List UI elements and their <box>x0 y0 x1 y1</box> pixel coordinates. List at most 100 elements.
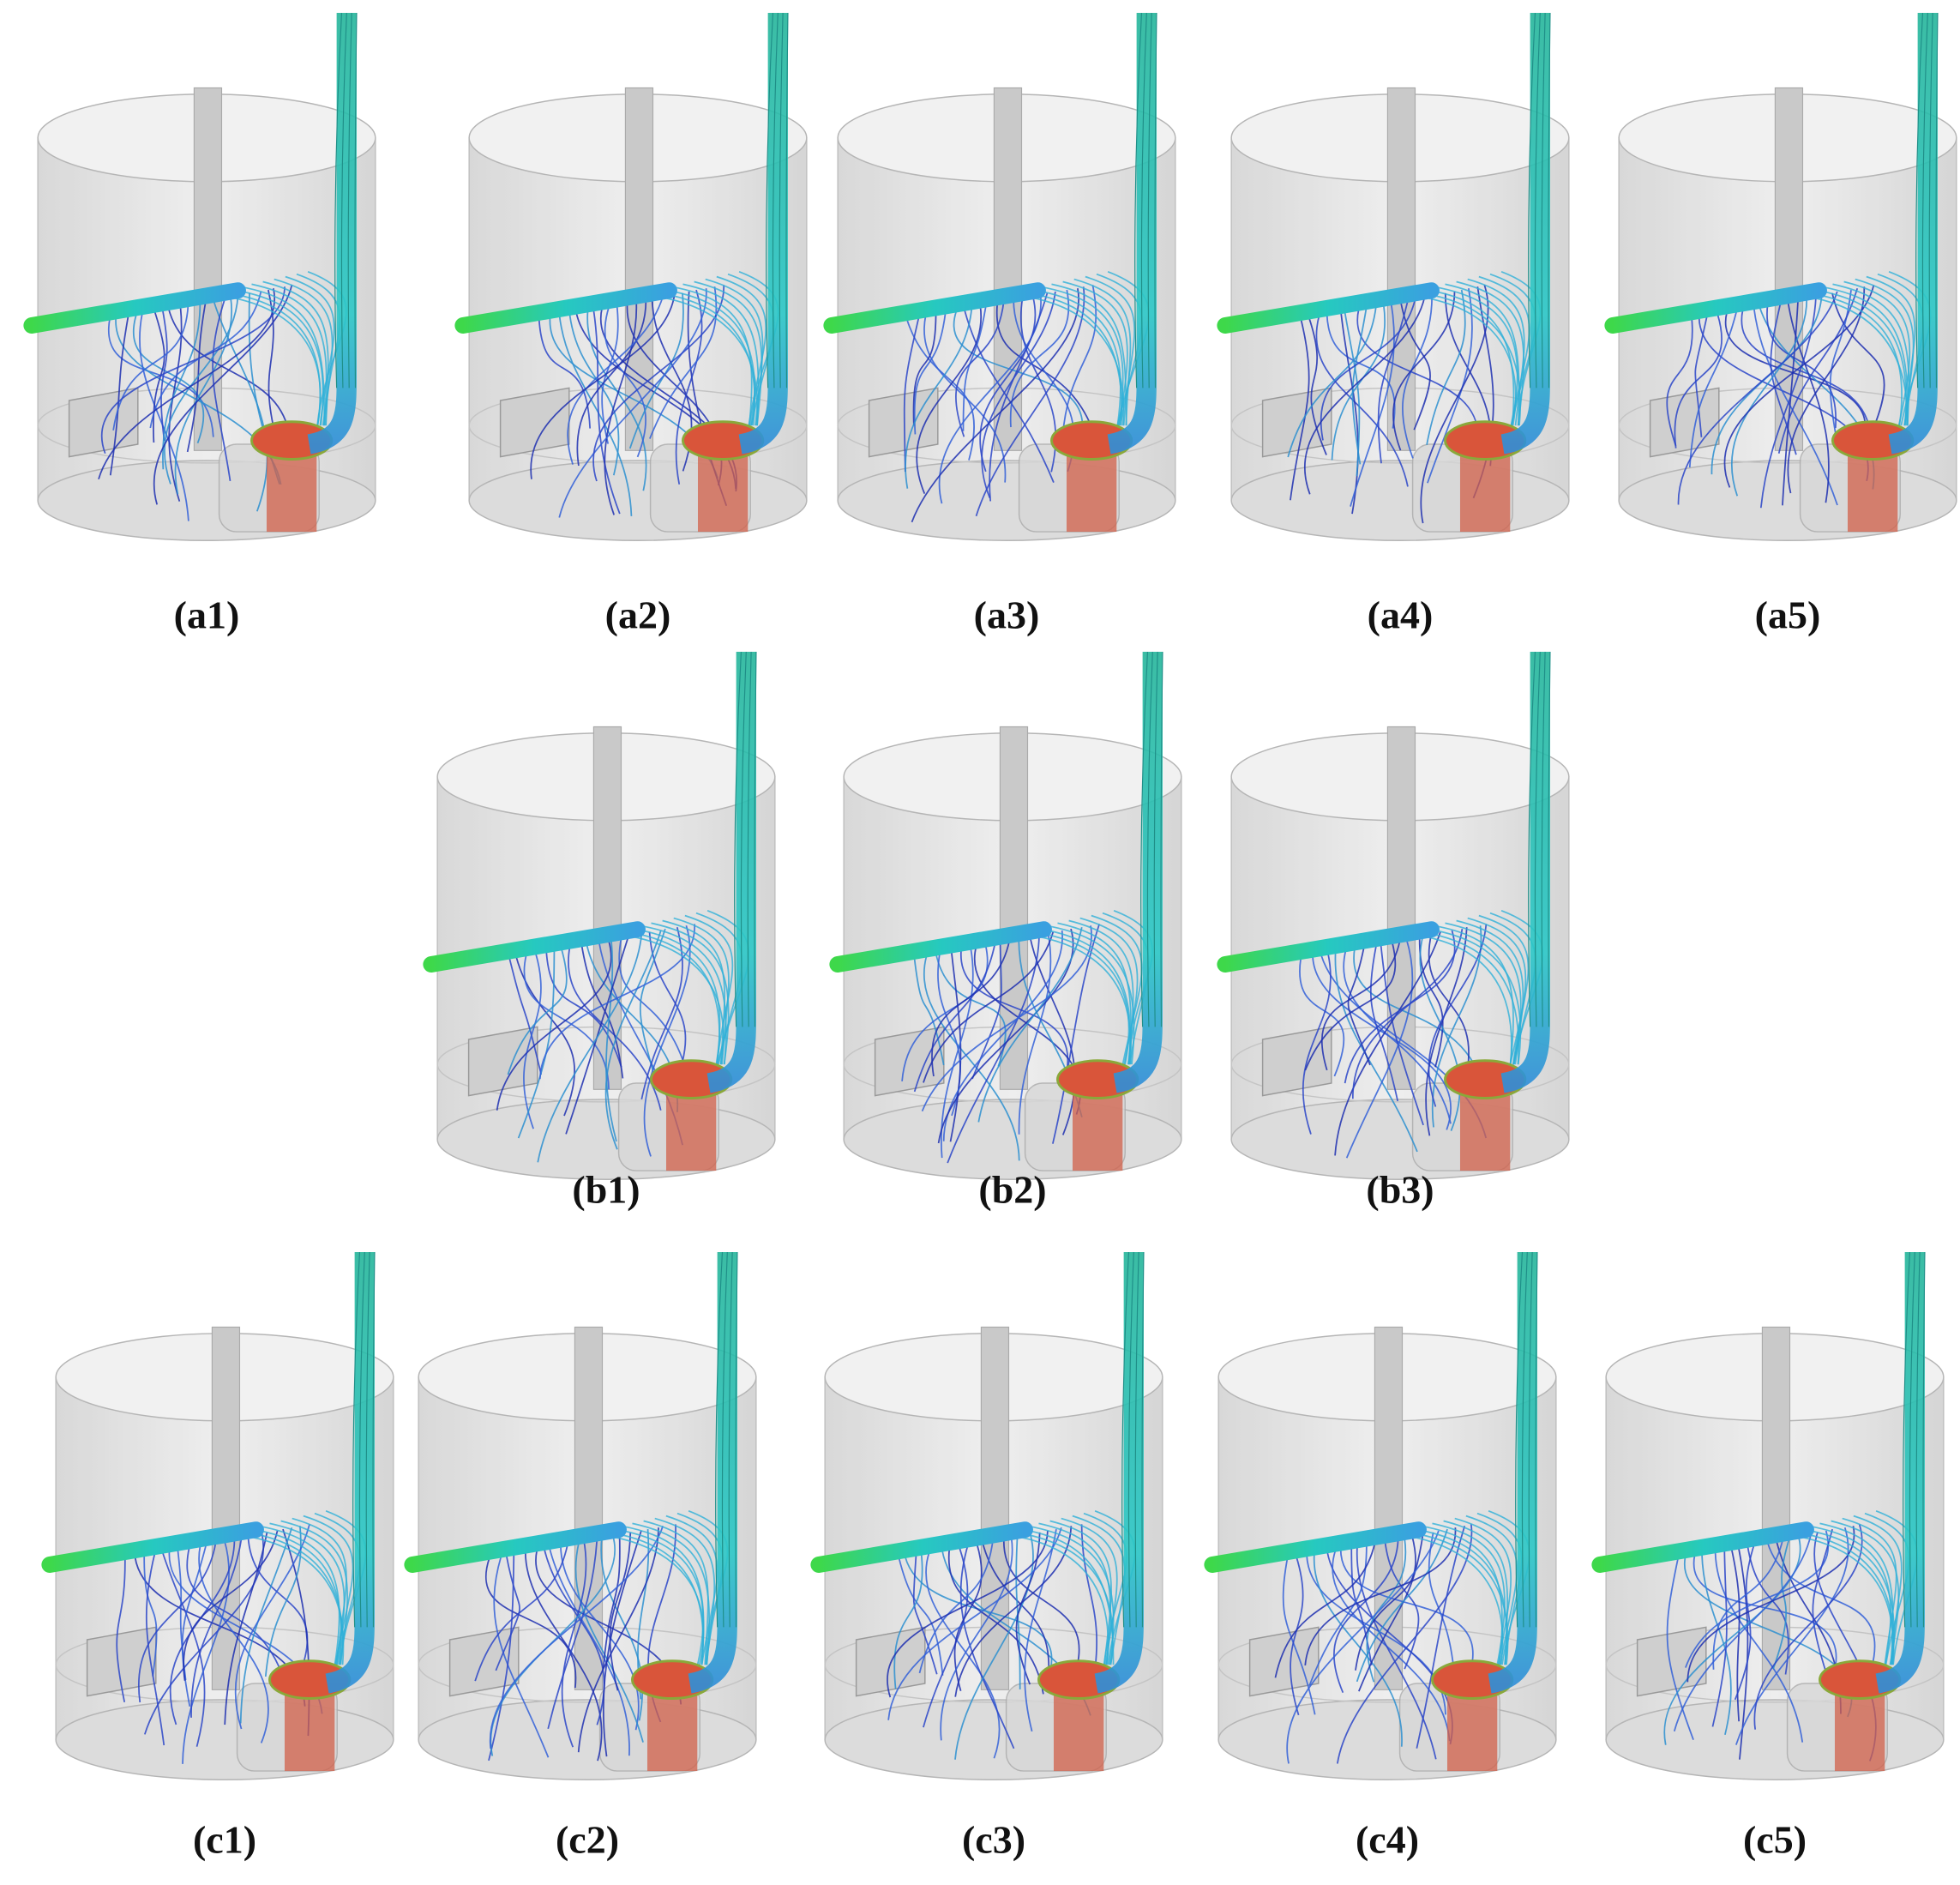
outlet-streamline <box>1121 1251 1130 1628</box>
streamline <box>1018 933 1052 1135</box>
streamline <box>1418 936 1444 1068</box>
streamline <box>1741 309 1872 443</box>
panel-label: (a4) <box>1368 593 1434 637</box>
streamline <box>107 319 214 437</box>
streamline <box>1313 1553 1403 1747</box>
streamline <box>174 296 233 495</box>
panel-label: (a2) <box>605 593 671 637</box>
streamline <box>1002 1539 1080 1680</box>
streamline <box>1425 927 1468 1136</box>
streamline <box>963 309 1055 483</box>
panel-label: (c4) <box>1356 1818 1419 1862</box>
panel-label: (a1) <box>174 593 240 637</box>
streamline <box>1340 312 1359 515</box>
streamline <box>1673 1533 1813 1731</box>
streamline <box>247 1535 309 1677</box>
streamline-panel <box>1591 1251 1945 1781</box>
streamline <box>1666 319 1693 447</box>
streamline <box>1029 288 1121 426</box>
outlet-stream <box>325 1252 375 1694</box>
outlet-streamline <box>1140 651 1149 1027</box>
outlet-streamline <box>754 651 757 1027</box>
streamline <box>1434 924 1514 1065</box>
streamline <box>1377 299 1410 464</box>
streamline <box>1419 935 1461 1131</box>
inlet-pipe <box>1204 1521 1427 1573</box>
streamline <box>577 1527 659 1753</box>
streamline <box>1073 278 1132 426</box>
outlet-streamline <box>1127 1251 1134 1628</box>
streamline <box>1411 291 1521 426</box>
panel-label: (b1) <box>572 1168 640 1212</box>
streamline <box>1303 296 1426 495</box>
streamline <box>923 316 1007 483</box>
panel-label: (b2) <box>978 1168 1046 1212</box>
streamline <box>1282 1558 1316 1715</box>
outlet-streamline <box>1534 651 1541 1027</box>
streamline <box>1434 286 1518 426</box>
shaft <box>993 87 1023 451</box>
streamline <box>1302 953 1332 1135</box>
streamline <box>911 288 1079 523</box>
tank-bottom <box>37 460 376 542</box>
streamline <box>602 1530 642 1757</box>
streamline <box>1777 287 1859 454</box>
panel-label: (c5) <box>1743 1818 1807 1862</box>
streamline <box>561 1540 587 1748</box>
streamline <box>1428 924 1488 1107</box>
streamline <box>143 1533 265 1735</box>
tank-bottom <box>1230 460 1570 542</box>
streamline <box>576 299 647 467</box>
streamline <box>1454 1517 1512 1665</box>
streamline <box>1356 1528 1448 1683</box>
streamline <box>621 1525 705 1665</box>
streamline <box>1730 298 1808 497</box>
outlet-streamline <box>1528 1251 1533 1628</box>
outlet-streamline <box>721 1251 728 1628</box>
streamline <box>137 1542 217 1703</box>
streamline <box>1334 931 1441 1156</box>
streamline <box>508 957 543 1075</box>
tank-bottom <box>468 460 808 542</box>
streamline <box>1685 1530 1830 1668</box>
streamline <box>1358 1533 1424 1692</box>
streamline <box>1666 1558 1694 1740</box>
streamline <box>923 1546 969 1728</box>
streamline <box>898 1557 944 1676</box>
streamline-panel <box>423 651 776 1181</box>
streamline <box>1724 312 1867 448</box>
streamline <box>977 927 1083 1123</box>
outlet-streamline <box>1928 12 1933 388</box>
outlet-stream <box>1107 13 1157 455</box>
outlet-stream <box>1875 1252 1925 1694</box>
streamline <box>923 956 1020 1161</box>
streamline <box>913 312 947 435</box>
outlet-streamline <box>1528 651 1536 1027</box>
streamline <box>1345 938 1414 1159</box>
streamline <box>903 317 920 473</box>
streamline <box>605 938 617 1142</box>
streamline <box>1332 1539 1399 1694</box>
streamline <box>618 936 688 1072</box>
streamline <box>1351 928 1464 1099</box>
streamline <box>568 314 620 476</box>
tank-bottom <box>1605 1699 1945 1781</box>
inlet-pipe <box>810 1521 1033 1573</box>
streamline <box>1018 291 1123 426</box>
streamline <box>592 285 725 482</box>
streamline <box>1312 956 1452 1130</box>
streamline <box>548 1546 630 1756</box>
streamline <box>982 1542 1050 1689</box>
streamline <box>639 928 666 1075</box>
outlet-streamline <box>1528 12 1536 388</box>
streamline <box>610 1527 705 1665</box>
outlet-stream <box>1888 13 1938 455</box>
streamline <box>1339 1548 1474 1671</box>
streamline <box>507 948 568 1075</box>
streamline <box>1416 1526 1466 1749</box>
outlet-stream <box>1113 652 1163 1093</box>
streamline <box>517 949 556 1139</box>
streamline <box>602 1533 621 1669</box>
streamline <box>162 303 201 470</box>
panel-label: (c1) <box>193 1818 256 1862</box>
